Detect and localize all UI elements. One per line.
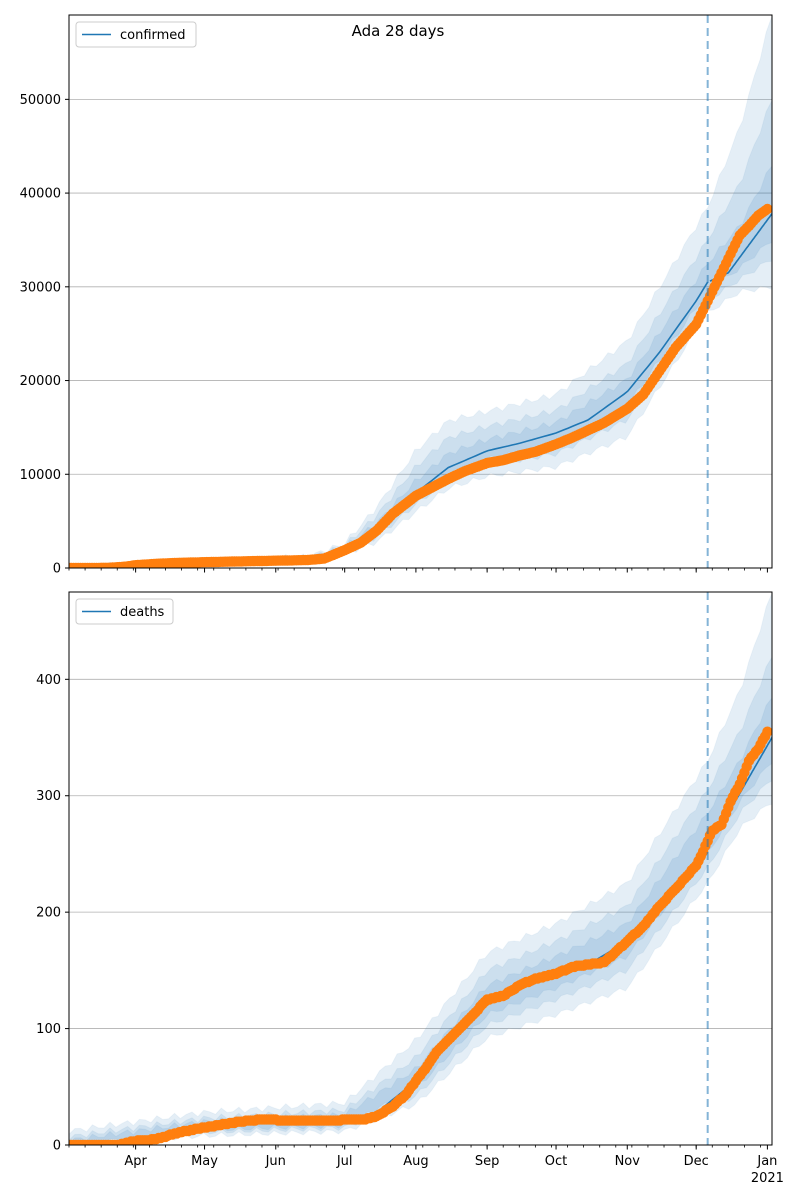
y-tick-label: 400 [36,673,61,688]
x-tick-label: Dec [684,1154,709,1169]
y-tick-label: 100 [36,1022,61,1037]
y-tick-label: 0 [53,562,61,577]
legend-box [75,598,174,625]
x-tick-label: Nov [615,1154,641,1169]
legend-label: deaths [120,605,165,620]
x-tick-label: Aug [403,1154,428,1169]
legend: confirmed [75,21,197,48]
axes-frame [68,14,773,569]
x-tick-label: Sep [475,1154,500,1169]
observed-series [69,726,772,1145]
legend: deaths [75,598,174,625]
y-tick-label: 0 [53,1139,61,1154]
plot-area [69,592,772,1145]
y-tick-label: 30000 [20,280,61,295]
confirmed-panel: 0 10000 20000 30000 40000 50000 confirmed [20,14,773,577]
x-tick-label: Jun [265,1154,286,1169]
x-tick-label: Jan [756,1154,777,1169]
x-tick-sublabel: 2021 [751,1171,784,1186]
y-tick-label: 50000 [20,93,61,108]
deaths-panel: 0 100 200 300 400 Apr May Jun Jul Aug Sep Oct Nov Dec… [36,591,784,1186]
observed-point [762,203,772,215]
x-tick-label: May [191,1154,218,1169]
y-tick-label: 20000 [20,374,61,389]
band-outer [69,592,772,1145]
x-tick-label: Oct [545,1154,567,1169]
observed-point [762,726,772,737]
observed-series [69,203,772,568]
plot-area [69,15,772,568]
figure-title: Ada 28 days [352,22,445,40]
x-tick-label: Apr [124,1154,147,1169]
x-tick-label: Jul [336,1154,353,1169]
axes-frame [68,591,773,1146]
legend-label: confirmed [120,28,186,43]
y-tick-label: 300 [36,789,61,804]
legend-box [75,21,197,48]
band-middle [69,656,772,1145]
y-tick-label: 200 [36,906,61,921]
y-tick-label: 10000 [20,468,61,483]
y-tick-label: 40000 [20,187,61,202]
